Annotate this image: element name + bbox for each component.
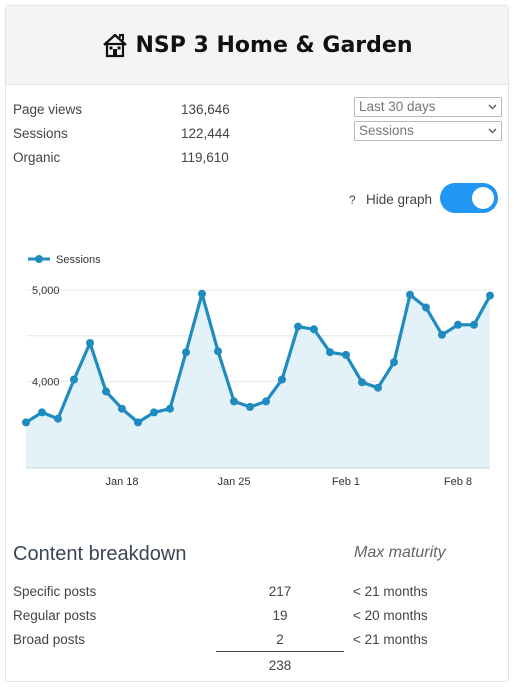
breakdown-label-regular: Regular posts: [13, 608, 97, 623]
content-breakdown-title: Content breakdown: [13, 543, 187, 565]
stat-value-organic: 119,610: [181, 150, 229, 165]
metric-value: Sessions: [359, 123, 414, 138]
breakdown-count-broad: 2: [276, 632, 284, 647]
data-point: [374, 383, 382, 392]
stat-value-page-views: 136,646: [181, 102, 230, 117]
date-range-value: Last 30 days: [359, 99, 436, 114]
data-point: [102, 387, 110, 396]
y-tick-label: 5,000: [32, 285, 60, 297]
breakdown-label-specific: Specific posts: [13, 584, 97, 599]
dashboard-card: NSP 3 Home & Garden Page views 136,646 S…: [5, 5, 509, 682]
data-point: [422, 303, 430, 312]
breakdown-maturity-specific: < 21 months: [353, 584, 428, 599]
data-point: [486, 291, 494, 300]
data-point: [22, 418, 30, 427]
breakdown-count-regular: 19: [272, 608, 288, 623]
stat-label-organic: Organic: [13, 150, 61, 165]
date-range-select[interactable]: Last 30 days: [354, 97, 502, 117]
data-point: [38, 408, 46, 417]
data-point: [214, 347, 222, 356]
chevron-down-icon: [488, 128, 497, 134]
data-point: [406, 290, 414, 299]
data-point: [198, 289, 206, 298]
breakdown-maturity-broad: < 21 months: [353, 632, 428, 647]
data-point: [166, 404, 174, 413]
breakdown-count-specific: 217: [268, 584, 292, 599]
house-icon: [102, 33, 127, 58]
data-point: [134, 418, 142, 427]
x-tick-label: Jan 25: [217, 476, 250, 488]
toggle-knob: [472, 187, 494, 209]
sessions-line-chart: 5,000 4,000 Jan 18 Jan 25 Feb 1 Feb 8 Sessions: [22, 254, 494, 488]
site-header: NSP 3 Home & Garden: [6, 6, 508, 85]
breakdown-label-broad: Broad posts: [13, 632, 86, 647]
data-point: [230, 397, 238, 406]
legend-swatch-point: [35, 255, 43, 263]
data-point: [358, 378, 366, 387]
max-maturity-header: Max maturity: [354, 544, 446, 561]
data-point: [118, 404, 126, 413]
data-point: [454, 320, 462, 329]
y-tick-label: 4,000: [32, 376, 60, 388]
data-point: [390, 358, 398, 367]
data-point: [182, 348, 190, 357]
legend-label-sessions: Sessions: [56, 254, 101, 266]
stat-value-sessions: 122,444: [181, 126, 230, 141]
site-title: NSP 3 Home & Garden: [135, 32, 413, 58]
hide-graph-toggle[interactable]: [440, 183, 498, 213]
breakdown-maturity-regular: < 20 months: [353, 608, 428, 623]
breakdown-total: 238: [268, 658, 292, 673]
data-point: [70, 375, 78, 384]
data-point: [86, 339, 94, 347]
data-point: [470, 320, 478, 329]
data-point: [150, 408, 158, 417]
hide-graph-label: Hide graph: [366, 192, 433, 207]
data-point: [54, 414, 62, 423]
data-point: [438, 330, 446, 339]
total-divider: [216, 651, 344, 652]
x-tick-label: Feb 1: [332, 476, 360, 488]
data-point: [246, 402, 254, 411]
help-icon[interactable]: ?: [349, 193, 356, 207]
data-point: [278, 375, 286, 384]
chevron-down-icon: [488, 104, 497, 110]
data-point: [310, 325, 318, 334]
x-tick-label: Feb 8: [444, 476, 472, 488]
series-area: [26, 293, 490, 468]
data-point: [326, 348, 334, 357]
data-point: [342, 350, 350, 359]
stat-label-sessions: Sessions: [13, 126, 68, 141]
title-wrap: NSP 3 Home & Garden: [102, 32, 413, 58]
data-point: [294, 322, 302, 331]
data-point: [262, 397, 270, 406]
x-tick-label: Jan 18: [105, 476, 138, 488]
stat-label-page-views: Page views: [13, 102, 83, 117]
metric-select[interactable]: Sessions: [354, 121, 502, 141]
